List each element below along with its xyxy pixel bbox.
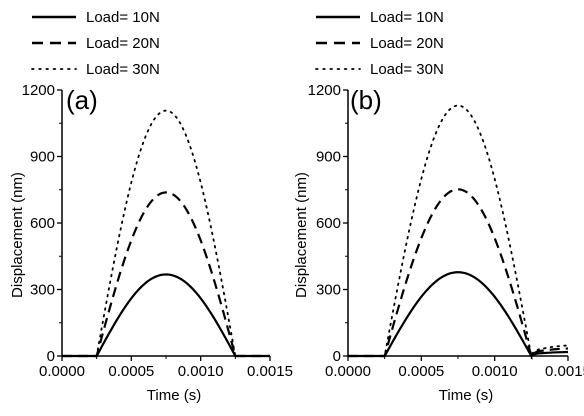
x-axis-label: Time (s) bbox=[147, 387, 201, 404]
y-tick-label: 900 bbox=[30, 149, 55, 166]
panel-label: (b) bbox=[350, 85, 382, 115]
y-tick-label: 0 bbox=[47, 348, 55, 365]
x-tick-label: 0.0010 bbox=[472, 363, 518, 380]
x-axis-label: Time (s) bbox=[439, 387, 493, 404]
series-line-solid bbox=[348, 271, 569, 361]
y-tick-label: 600 bbox=[316, 215, 341, 232]
series-line-dashed bbox=[62, 191, 270, 358]
x-tick-label: 0.0005 bbox=[398, 363, 444, 380]
panel-label: (a) bbox=[66, 85, 98, 115]
legend-label: Load= 30N bbox=[370, 61, 444, 78]
series-line-dotted bbox=[61, 109, 271, 357]
x-tick-label: 0.0005 bbox=[108, 363, 154, 380]
series-line-dotted bbox=[347, 104, 569, 357]
y-tick-label: 1200 bbox=[22, 82, 55, 99]
y-axis-label: Displacement (nm) bbox=[9, 172, 26, 298]
panel-b: 0.0000 0.0005 0.0010 0.0015 0 300 600 900 1200 Ti… bbox=[293, 9, 584, 404]
x-tick-label: 0.0000 bbox=[325, 363, 371, 380]
y-tick-label: 300 bbox=[316, 282, 341, 299]
legend-label: Load= 20N bbox=[370, 35, 444, 52]
y-tick-label: 900 bbox=[316, 149, 341, 166]
x-tick-label: 0.0010 bbox=[178, 363, 224, 380]
legend-label: Load= 10N bbox=[86, 9, 160, 26]
y-tick-label: 600 bbox=[30, 215, 55, 232]
x-tick-label: 0.0000 bbox=[39, 363, 85, 380]
y-tick-label: 300 bbox=[30, 282, 55, 299]
legend-label: Load= 30N bbox=[86, 61, 160, 78]
legend-label: Load= 20N bbox=[86, 35, 160, 52]
legend-label: Load= 10N bbox=[370, 9, 444, 26]
panel-a: 0.0000 0.0005 0.0010 0.0015 0 300 600 900 1200 Ti… bbox=[9, 9, 293, 404]
series-line-dashed bbox=[348, 188, 569, 358]
y-tick-label: 1200 bbox=[308, 82, 341, 99]
series-line-solid bbox=[62, 273, 270, 358]
y-tick-label: 0 bbox=[333, 348, 341, 365]
y-axis-label: Displacement (nm) bbox=[293, 172, 310, 298]
x-tick-label: 0.0015 bbox=[545, 363, 584, 380]
x-tick-label: 0.0015 bbox=[247, 363, 293, 380]
